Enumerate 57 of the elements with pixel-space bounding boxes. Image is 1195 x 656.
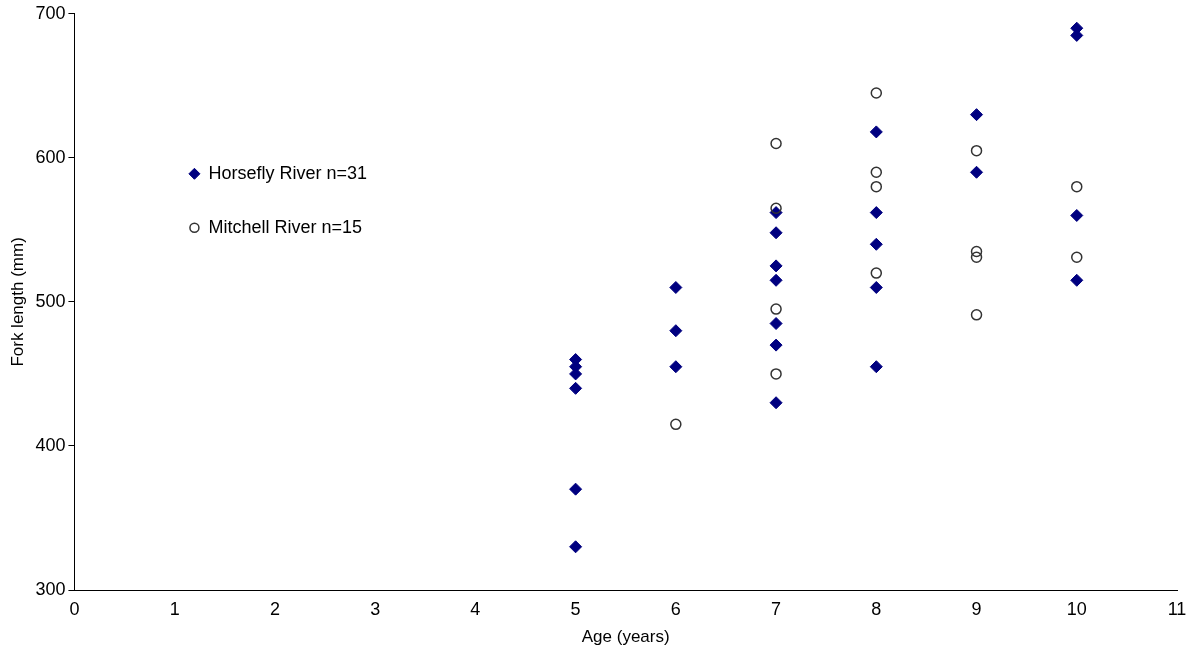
point <box>770 202 782 215</box>
y-tick-label: 400 <box>35 434 66 455</box>
legend-label: Horsefly River n=31 <box>208 162 368 183</box>
point <box>569 540 583 554</box>
x-tick-label: 1 <box>169 598 180 619</box>
point <box>869 237 883 251</box>
point <box>970 309 983 321</box>
point <box>1070 208 1084 222</box>
point <box>569 381 583 395</box>
point <box>1071 180 1083 193</box>
point <box>1071 251 1083 263</box>
point <box>970 245 983 258</box>
point <box>669 281 683 294</box>
point <box>769 259 783 273</box>
point <box>970 144 983 157</box>
point <box>870 166 883 179</box>
x-tick-label: 7 <box>771 598 782 619</box>
x-tick-label: 8 <box>871 598 882 619</box>
point <box>1070 273 1084 287</box>
y-tick-label: 600 <box>35 146 66 167</box>
y-tick-label: 500 <box>35 290 66 311</box>
point <box>870 180 883 193</box>
point <box>869 125 883 139</box>
point <box>569 482 583 496</box>
x-tick-label: 9 <box>971 598 982 619</box>
y-tick-label: 300 <box>35 578 66 599</box>
y-axis-title: Fork length (mm) <box>7 237 27 367</box>
point <box>769 338 783 352</box>
point <box>769 396 783 410</box>
point <box>870 267 883 279</box>
point <box>769 273 783 287</box>
point <box>769 317 783 331</box>
x-tick-label: 0 <box>69 598 80 619</box>
point <box>769 226 783 240</box>
x-tick-label: 6 <box>670 598 681 619</box>
point <box>869 360 883 374</box>
point <box>669 324 683 338</box>
point <box>970 108 984 122</box>
point <box>869 281 883 294</box>
point <box>870 87 883 99</box>
point <box>770 303 782 315</box>
x-tick-label: 10 <box>1066 598 1087 619</box>
x-tick-label: 3 <box>370 598 381 619</box>
point <box>770 137 782 150</box>
point <box>869 206 883 220</box>
x-axis-title: Age (years) <box>581 627 670 647</box>
x-tick-label: 5 <box>570 598 581 619</box>
point <box>669 360 683 374</box>
legend-label: Mitchell River n=15 <box>208 216 362 237</box>
point <box>970 165 984 179</box>
x-tick-label: 11 <box>1167 598 1187 619</box>
x-tick-label: 4 <box>470 598 481 619</box>
x-tick-label: 2 <box>269 598 280 619</box>
point <box>970 251 983 263</box>
y-tick-label: 700 <box>35 2 66 23</box>
point <box>670 418 682 431</box>
point <box>770 368 782 380</box>
